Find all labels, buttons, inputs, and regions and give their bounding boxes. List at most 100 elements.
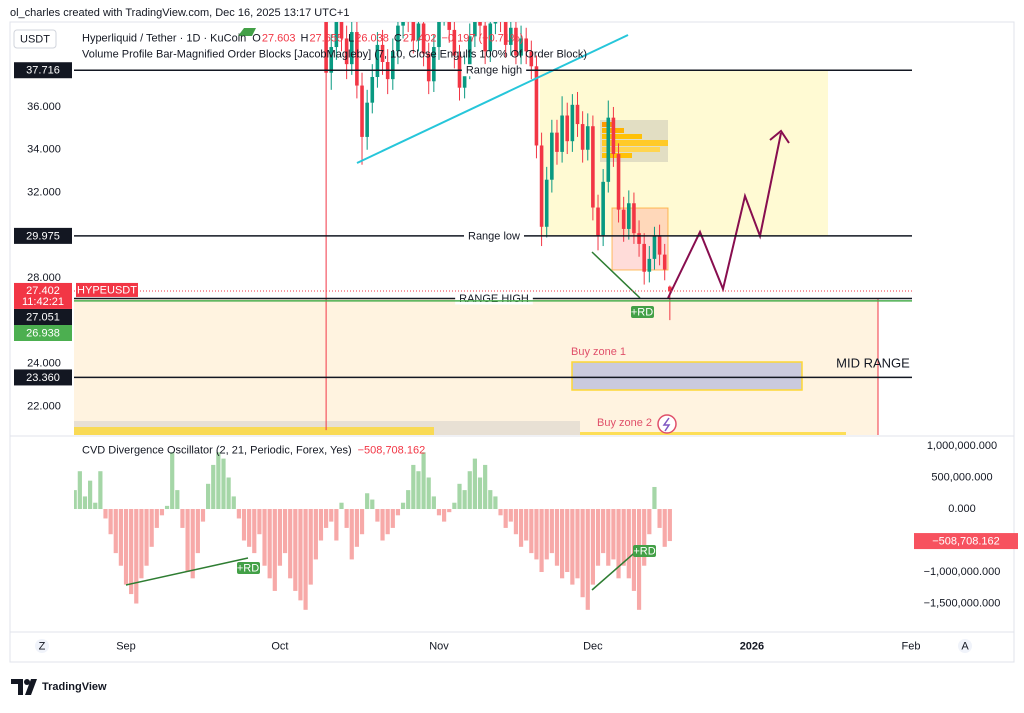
bar — [93, 502, 98, 510]
candle-body — [401, 22, 405, 26]
candle-body — [432, 47, 436, 82]
rd-badge — [237, 562, 260, 574]
candle-body — [560, 115, 564, 152]
candle-body — [370, 76, 375, 103]
level-axis-box — [14, 62, 72, 79]
ohlc-key: L — [348, 32, 354, 44]
y-tick-label: 32.000 — [27, 186, 61, 198]
ohlc-value: 27.402 — [403, 32, 437, 44]
bar — [344, 509, 349, 528]
level-axis-label: 29.975 — [26, 230, 60, 242]
bar — [549, 509, 554, 554]
ohlc-key: H — [300, 32, 308, 44]
bar — [149, 509, 154, 547]
candle-body — [544, 179, 549, 227]
candle-body — [580, 124, 585, 150]
volume-profile — [602, 147, 660, 152]
level-axis-label: 23.360 — [26, 372, 60, 384]
buy-zone-box — [571, 361, 803, 391]
bar — [606, 509, 611, 566]
bar — [421, 452, 426, 510]
button-label[interactable]: A — [961, 640, 969, 652]
bar — [313, 509, 318, 560]
candle-body — [503, 22, 508, 45]
level-axis-label: 37.716 — [26, 65, 60, 77]
button[interactable] — [35, 639, 49, 653]
bar — [411, 464, 416, 510]
bar — [488, 490, 493, 510]
bar — [77, 471, 82, 510]
pointer-icon — [238, 28, 256, 36]
bar — [436, 509, 442, 516]
bar — [129, 509, 134, 595]
currency[interactable]: USDT — [20, 33, 50, 45]
bar — [416, 471, 421, 510]
bar — [400, 502, 406, 510]
level-name: MID RANGE — [836, 355, 910, 370]
rd-label: +RD — [633, 545, 655, 557]
bar — [154, 509, 159, 528]
candle-body — [550, 132, 554, 180]
bar — [349, 509, 354, 560]
candle-body — [324, 22, 328, 73]
y-tick-label: −1,500,000.000 — [924, 597, 1001, 609]
currency-box[interactable] — [13, 29, 57, 49]
bar — [170, 452, 175, 510]
level-name-bg — [461, 64, 527, 77]
zone-label: Buy zone 1 — [571, 346, 626, 358]
bar — [467, 471, 472, 510]
level-axis-label: 26.938 — [26, 327, 60, 339]
bar — [657, 509, 662, 528]
candle-body — [534, 66, 539, 146]
candle-body — [642, 243, 646, 272]
bar — [252, 509, 257, 554]
rd-label: +RD — [631, 306, 653, 318]
candle-body — [349, 32, 354, 65]
bar — [231, 496, 236, 510]
candle-body — [570, 104, 575, 142]
y-tick-label: 500,000.000 — [931, 471, 992, 483]
candle-body — [426, 53, 431, 82]
candle-body — [339, 22, 344, 39]
bar — [595, 509, 601, 566]
ohlc-value: 27.655 — [309, 32, 343, 44]
y-tick-label: −1,000,000.000 — [924, 566, 1001, 578]
symbol-label: HYPEUSDT — [77, 284, 137, 296]
bar — [426, 477, 431, 510]
bar — [134, 509, 139, 604]
x-tick-label: Feb — [901, 640, 920, 652]
candle-body — [524, 38, 528, 52]
bar — [74, 490, 77, 510]
symbol-box — [76, 282, 138, 297]
bar — [442, 509, 447, 522]
button[interactable] — [958, 639, 972, 653]
bar — [159, 509, 165, 516]
candle-body — [344, 38, 349, 65]
level-axis-box — [14, 369, 72, 386]
x-tick-label: Sep — [116, 640, 136, 652]
level-axis-label: 27.051 — [26, 311, 60, 323]
candle-body — [473, 22, 477, 37]
candle-body — [447, 22, 452, 30]
bar — [626, 509, 631, 579]
candle-body — [483, 25, 487, 52]
bar — [580, 509, 585, 598]
bar — [288, 509, 293, 579]
bar — [82, 496, 88, 510]
logo-text: TradingView — [42, 681, 107, 693]
trend-line — [356, 34, 629, 164]
bar — [554, 509, 560, 566]
button-label[interactable]: Z — [39, 640, 46, 652]
candle-body — [355, 32, 359, 86]
bar — [621, 509, 626, 566]
price-axis-label: 27.402 — [26, 285, 60, 297]
alert-icon[interactable] — [657, 414, 677, 434]
bar — [457, 483, 462, 510]
bar — [308, 509, 313, 585]
candle-body — [555, 132, 559, 152]
bar — [662, 509, 667, 547]
volume-profile — [602, 140, 668, 146]
bar — [334, 509, 339, 541]
